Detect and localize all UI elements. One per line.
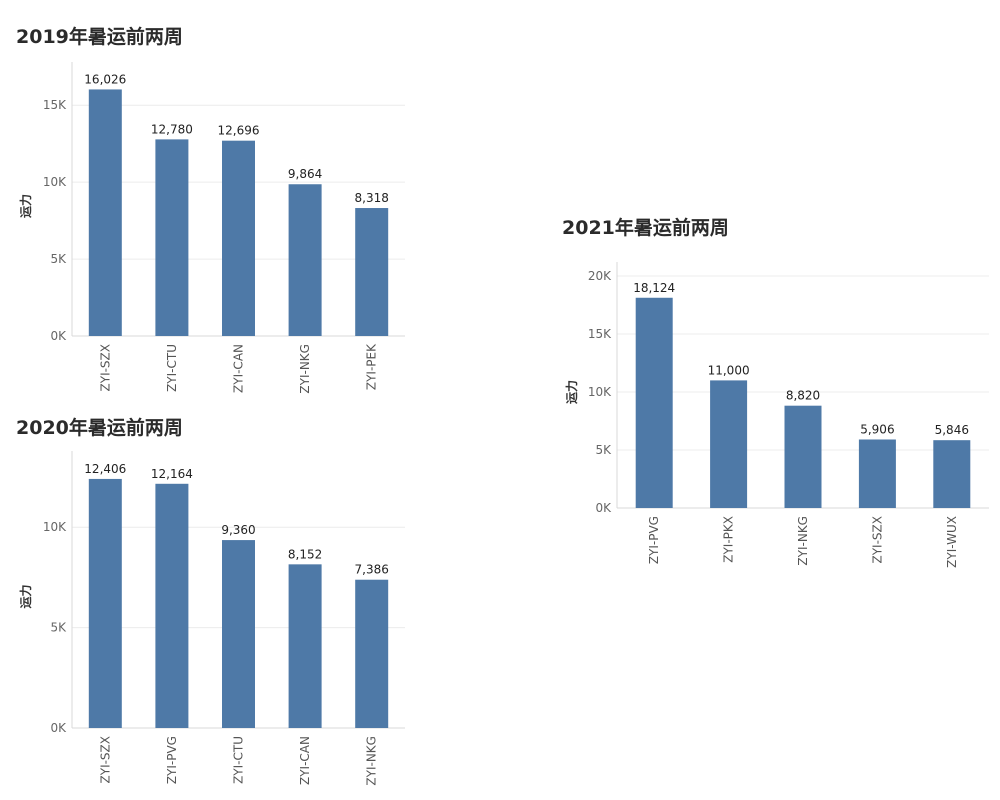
- chart-2-category-label: ZYI-WUX: [945, 516, 959, 568]
- chart-0-data-label: 12,696: [218, 124, 260, 138]
- chart-0-y-tick-label: 5K: [50, 252, 67, 266]
- chart-0-y-tick-label: 10K: [43, 175, 67, 189]
- chart-1-data-label: 8,152: [288, 547, 322, 561]
- chart-1-bar[interactable]: [155, 483, 189, 728]
- chart-1-bar[interactable]: [355, 579, 389, 728]
- chart-1-data-label: 12,164: [151, 467, 193, 481]
- chart-2019-title: 2019年暑运前两周: [16, 26, 183, 48]
- chart-0-bar[interactable]: [355, 208, 389, 336]
- chart-2-y-tick-label: 5K: [595, 443, 612, 457]
- chart-1-y-tick-label: 0K: [50, 721, 67, 735]
- chart-1-bar[interactable]: [288, 564, 322, 728]
- chart-2019-plot: 0K 5K 10K 15K 运力 16,026 ZYI-SZX 12,780 ZYI-CTU 12…: [18, 62, 405, 394]
- chart-0-bar[interactable]: [222, 140, 255, 336]
- chart-2020-plot: 0K 5K 10K 运力 12,406 ZYI-SZX 12,164 ZYI-PVG 9,360…: [18, 451, 405, 786]
- chart-1-data-label: 7,386: [355, 563, 389, 577]
- chart-2-bar[interactable]: [933, 440, 971, 508]
- chart-0-category-label: ZYI-PEK: [365, 343, 379, 390]
- chart-0-bar[interactable]: [288, 184, 322, 336]
- chart-0-data-label: 16,026: [84, 72, 126, 86]
- chart-2-y-tick-label: 10K: [588, 385, 612, 399]
- chart-2020-title: 2020年暑运前两周: [16, 417, 183, 439]
- chart-1-category-label: ZYI-CAN: [298, 736, 312, 785]
- chart-0-category-label: ZYI-NKG: [298, 344, 312, 394]
- chart-2-y-tick-label: 0K: [595, 501, 612, 515]
- chart-2-bar[interactable]: [784, 405, 822, 508]
- chart-1-bar[interactable]: [88, 478, 122, 728]
- chart-0-bar[interactable]: [88, 89, 122, 336]
- chart-2-category-label: ZYI-PVG: [647, 516, 661, 564]
- chart-0-data-label: 12,780: [151, 122, 193, 136]
- chart-2021-plot: 0K 5K 10K 15K 20K 运力 18,124 ZYI-PVG 11,000 ZYI-PK…: [564, 262, 989, 568]
- chart-0-category-label: ZYI-SZX: [98, 344, 112, 391]
- chart-1-bar[interactable]: [222, 540, 255, 728]
- chart-2-bar[interactable]: [635, 297, 673, 508]
- chart-0-data-label: 9,864: [288, 167, 322, 181]
- chart-0-category-label: ZYI-CTU: [165, 344, 179, 392]
- chart-1-y-axis-title: 运力: [18, 584, 33, 608]
- chart-2-category-label: ZYI-PKX: [722, 516, 736, 563]
- chart-1-category-label: ZYI-SZX: [98, 736, 112, 783]
- chart-2-data-label: 11,000: [708, 363, 750, 377]
- chart-0-bar[interactable]: [155, 139, 189, 336]
- chart-1-category-label: ZYI-NKG: [365, 736, 379, 786]
- chart-2-category-label: ZYI-NKG: [796, 516, 810, 566]
- chart-2-data-label: 5,846: [935, 423, 969, 437]
- chart-1-category-label: ZYI-PVG: [165, 736, 179, 784]
- chart-1-y-tick-label: 5K: [50, 621, 67, 635]
- chart-2-bar[interactable]: [858, 439, 896, 508]
- chart-0-category-label: ZYI-CAN: [232, 344, 246, 393]
- chart-1-y-tick-label: 10K: [43, 520, 67, 534]
- chart-2-category-label: ZYI-SZX: [870, 516, 884, 563]
- chart-0-y-tick-label: 0K: [50, 329, 67, 343]
- chart-0-data-label: 8,318: [355, 191, 389, 205]
- chart-2-y-axis-title: 运力: [564, 380, 579, 404]
- chart-2-bar[interactable]: [710, 380, 748, 508]
- chart-1-data-label: 9,360: [221, 523, 255, 537]
- chart-2-data-label: 5,906: [860, 422, 894, 436]
- chart-2-y-tick-label: 20K: [588, 269, 612, 283]
- chart-0-y-axis-title: 运力: [18, 194, 33, 218]
- chart-2-y-tick-label: 15K: [588, 327, 612, 341]
- chart-2-data-label: 18,124: [633, 281, 675, 295]
- chart-1-data-label: 12,406: [84, 462, 126, 476]
- chart-0-y-tick-label: 15K: [43, 98, 67, 112]
- chart-2021-title: 2021年暑运前两周: [562, 217, 729, 239]
- chart-2-data-label: 8,820: [786, 389, 820, 403]
- chart-1-category-label: ZYI-CTU: [232, 736, 246, 784]
